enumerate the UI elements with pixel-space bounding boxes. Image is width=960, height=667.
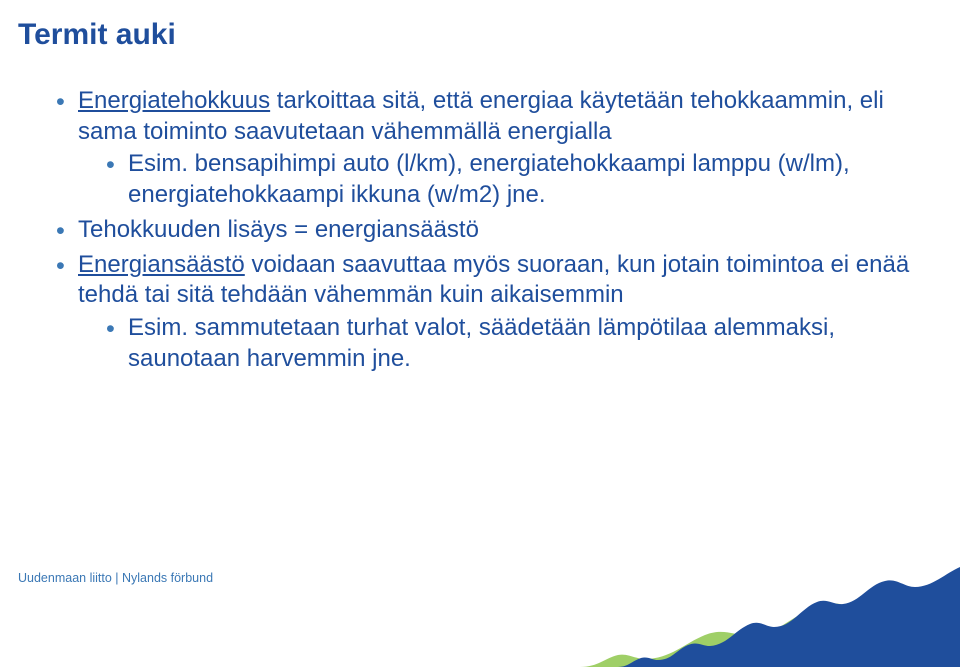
list-item: Tehokkuuden lisäys = energiansäästö <box>56 215 924 246</box>
decorative-wave <box>460 547 960 667</box>
slide-content: Energiatehokkuus tarkoittaa sitä, että e… <box>18 86 924 374</box>
term-underlined: Energiatehokkuus <box>78 87 270 114</box>
list-item: Energiansäästö voidaan saavuttaa myös su… <box>56 250 924 375</box>
list-item-text: Esim. bensapihimpi auto (l/km), energiat… <box>128 150 850 208</box>
list-item-text: Esim. sammutetaan turhat valot, säädetää… <box>128 314 835 372</box>
slide-title: Termit auki <box>18 18 924 52</box>
wave-front <box>618 567 960 667</box>
bullet-list: Energiatehokkuus tarkoittaa sitä, että e… <box>56 86 924 374</box>
term-underlined: Energiansäästö <box>78 251 245 278</box>
list-item-text: Tehokkuuden lisäys = energiansäästö <box>78 216 479 243</box>
list-sub-item: Esim. sammutetaan turhat valot, säädetää… <box>106 313 924 374</box>
list-sub-item: Esim. bensapihimpi auto (l/km), energiat… <box>106 149 924 210</box>
list-item: Energiatehokkuus tarkoittaa sitä, että e… <box>56 86 924 211</box>
wave-back <box>580 581 960 667</box>
footer-label: Uudenmaan liitto | Nylands förbund <box>18 571 213 585</box>
slide: Termit auki Energiatehokkuus tarkoittaa … <box>0 0 960 667</box>
